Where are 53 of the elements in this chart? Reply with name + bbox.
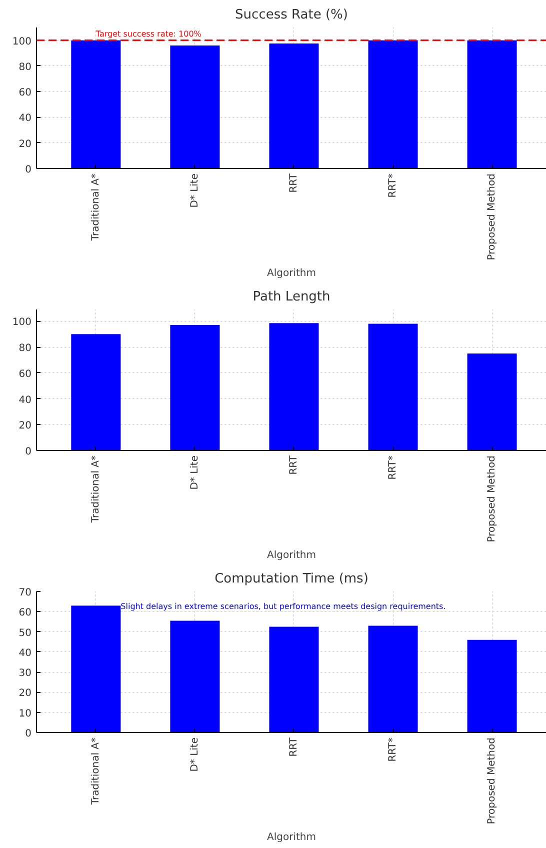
x-tick-label: Proposed Method bbox=[486, 737, 498, 824]
bar bbox=[368, 324, 418, 450]
y-tick-label: 20 bbox=[18, 138, 32, 150]
x-tick-label: Traditional A* bbox=[90, 173, 102, 242]
bar bbox=[71, 334, 121, 450]
y-tick-label: 0 bbox=[25, 446, 32, 458]
bar bbox=[269, 323, 319, 450]
x-axis-title: Algorithm bbox=[267, 268, 316, 280]
x-tick-label: Traditional A* bbox=[90, 737, 102, 806]
y-tick-label: 60 bbox=[18, 368, 32, 380]
bar bbox=[467, 640, 517, 732]
x-axis-title: Algorithm bbox=[267, 550, 316, 562]
bar bbox=[269, 626, 319, 732]
x-tick-label: RRT bbox=[288, 172, 300, 193]
x-tick-label: D* Lite bbox=[189, 455, 200, 490]
y-tick-label: 20 bbox=[18, 688, 32, 700]
annotation: Slight delays in extreme scenarios, but performance meets design requirements. bbox=[120, 602, 446, 612]
chart-title: Success Rate (%) bbox=[235, 8, 348, 22]
x-tick-label: Traditional A* bbox=[90, 455, 102, 524]
y-tick-label: 20 bbox=[18, 420, 32, 432]
y-tick-label: 40 bbox=[18, 648, 32, 659]
chart-title: Path Length bbox=[252, 290, 330, 304]
x-tick-label: RRT* bbox=[388, 737, 399, 762]
y-tick-label: 0 bbox=[25, 164, 32, 176]
chart-title: Computation Time (ms) bbox=[214, 572, 368, 586]
x-tick-label: RRT bbox=[288, 736, 300, 757]
bar bbox=[467, 353, 517, 450]
ref-line-label: Target success rate: 100% bbox=[94, 29, 202, 38]
y-tick-label: 40 bbox=[18, 394, 32, 406]
x-tick-label: RRT bbox=[288, 454, 300, 475]
y-tick-label: 40 bbox=[18, 113, 32, 124]
x-tick-label: RRT* bbox=[388, 173, 399, 198]
y-tick-label: 60 bbox=[18, 608, 32, 619]
bar bbox=[170, 325, 220, 450]
bar bbox=[71, 606, 121, 732]
y-tick-label: 10 bbox=[18, 708, 32, 720]
x-tick-label: RRT* bbox=[388, 455, 399, 480]
y-tick-label: 0 bbox=[25, 728, 32, 740]
y-tick-label: 100 bbox=[12, 317, 32, 328]
y-tick-label: 100 bbox=[12, 36, 32, 48]
x-axis-title: Algorithm bbox=[267, 832, 316, 844]
y-tick-label: 70 bbox=[18, 588, 32, 598]
y-tick-label: 80 bbox=[18, 343, 32, 354]
x-tick-label: Proposed Method bbox=[486, 455, 498, 542]
y-tick-label: 80 bbox=[18, 62, 32, 73]
y-tick-label: 30 bbox=[18, 668, 32, 680]
x-tick-label: Proposed Method bbox=[486, 173, 498, 260]
y-tick-label: 50 bbox=[18, 628, 32, 639]
x-tick-label: D* Lite bbox=[189, 737, 200, 772]
x-tick-label: D* Lite bbox=[189, 173, 200, 208]
bar bbox=[368, 626, 418, 732]
y-tick-label: 60 bbox=[18, 88, 32, 99]
bar bbox=[170, 620, 220, 732]
